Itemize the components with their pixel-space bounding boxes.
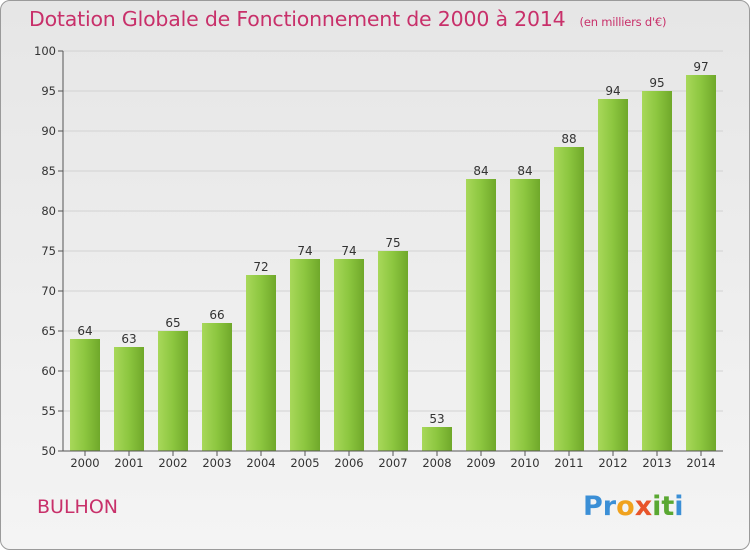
- x-tick-label: 2014: [686, 456, 715, 470]
- x-tick-label: 2013: [642, 456, 671, 470]
- x-tick-label: 2011: [554, 456, 583, 470]
- bar-2008: [422, 427, 452, 451]
- y-tick-label: 70: [41, 284, 56, 298]
- y-tick-label: 80: [41, 204, 56, 218]
- y-tick-label: 100: [34, 44, 56, 58]
- logo-letter: i: [674, 491, 684, 522]
- bar-value-label: 97: [693, 60, 708, 74]
- y-tick-label: 85: [41, 164, 56, 178]
- logo-letter: i: [652, 491, 662, 522]
- x-tick-label: 2007: [378, 456, 407, 470]
- chart-unit: (en milliers d'€): [579, 15, 667, 29]
- logo-letter: x: [634, 491, 653, 522]
- y-tick-label: 60: [41, 364, 56, 378]
- x-tick-label: 2001: [114, 456, 143, 470]
- bar-2011: [554, 147, 584, 451]
- bar-value-label: 88: [561, 132, 576, 146]
- bar-value-label: 84: [473, 164, 488, 178]
- y-tick-label: 75: [41, 244, 56, 258]
- bar-value-label: 66: [209, 308, 224, 322]
- y-tick-label: 90: [41, 124, 56, 138]
- y-tick-label: 95: [41, 84, 56, 98]
- bar-2012: [598, 99, 628, 451]
- x-tick-label: 2003: [202, 456, 231, 470]
- bar-2002: [158, 331, 188, 451]
- logo-letter: o: [616, 491, 635, 522]
- proxiti-logo: Proxiti: [583, 491, 684, 522]
- bar-2014: [686, 75, 716, 451]
- x-tick-label: 2010: [510, 456, 539, 470]
- bar-value-label: 95: [649, 76, 664, 90]
- y-tick-label: 65: [41, 324, 56, 338]
- logo-letter: P: [583, 491, 603, 522]
- bar-value-label: 74: [297, 244, 312, 258]
- x-tick-label: 2000: [70, 456, 99, 470]
- x-tick-label: 2005: [290, 456, 319, 470]
- bar-2009: [466, 179, 496, 451]
- bar-2006: [334, 259, 364, 451]
- chart-title-text: Dotation Globale de Fonctionnement de 20…: [29, 7, 566, 31]
- bar-value-label: 75: [385, 236, 400, 250]
- bar-2001: [114, 347, 144, 451]
- bars: 64 63 65 66 72 74 74 75 53 84 84 88 94 95 97: [70, 60, 716, 451]
- logo-letter: t: [661, 491, 675, 522]
- bar-value-label: 63: [121, 332, 136, 346]
- x-axis: 2000 2001 2002 2003 2004 2005 2006 2007 2008 2009…: [63, 450, 723, 470]
- bar-value-label: 53: [429, 412, 444, 426]
- bar-value-label: 74: [341, 244, 356, 258]
- y-axis: 50 55 60 65 70 75 80 85 90 95 100: [34, 44, 64, 458]
- x-tick-label: 2009: [466, 456, 495, 470]
- bar-2010: [510, 179, 540, 451]
- y-tick-label: 50: [41, 444, 56, 458]
- bar-value-label: 84: [517, 164, 532, 178]
- bar-2003: [202, 323, 232, 451]
- x-tick-label: 2002: [158, 456, 187, 470]
- bar-value-label: 72: [253, 260, 268, 274]
- bar-value-label: 65: [165, 316, 180, 330]
- y-tick-label: 55: [41, 404, 56, 418]
- x-tick-label: 2008: [422, 456, 451, 470]
- bar-2004: [246, 275, 276, 451]
- bar-value-label: 94: [605, 84, 620, 98]
- bar-value-label: 64: [77, 324, 92, 338]
- bar-2000: [70, 339, 100, 451]
- x-tick-label: 2012: [598, 456, 627, 470]
- bar-2005: [290, 259, 320, 451]
- bar-2007: [378, 251, 408, 451]
- location-name: BULHON: [37, 496, 118, 518]
- bar-2013: [642, 91, 672, 451]
- x-tick-label: 2004: [246, 456, 275, 470]
- logo-letter: r: [602, 491, 617, 522]
- x-tick-label: 2006: [334, 456, 363, 470]
- chart-title: Dotation Globale de Fonctionnement de 20…: [29, 7, 667, 31]
